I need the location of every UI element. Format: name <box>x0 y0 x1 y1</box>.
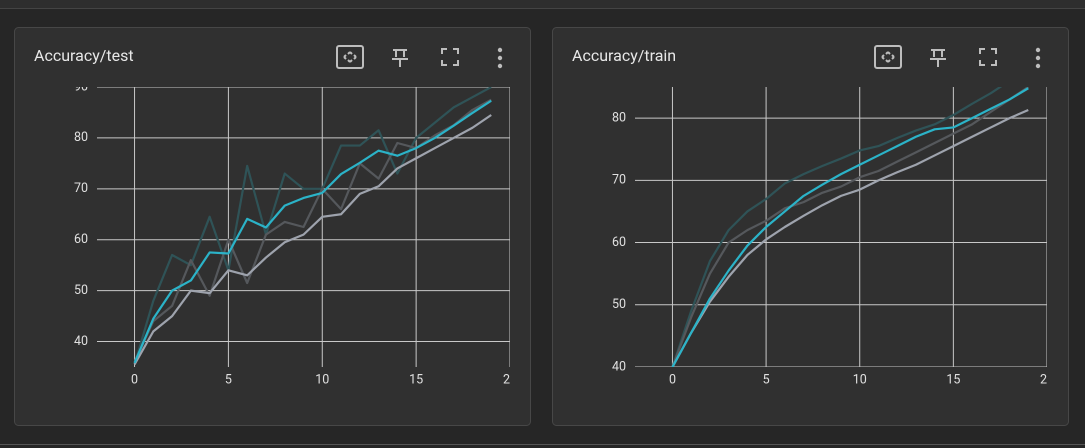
chart-title: Accuracy/train <box>572 46 676 65</box>
x-tick-label: 10 <box>315 372 329 387</box>
fullscreen-button[interactable] <box>441 48 459 66</box>
x-tick-label: 0 <box>131 372 138 387</box>
y-tick-label: 80 <box>74 130 88 145</box>
x-tick-label: 5 <box>225 372 232 387</box>
x-tick-label: 20 <box>503 372 517 387</box>
pin-button[interactable] <box>392 49 408 67</box>
x-tick-label: 15 <box>409 372 423 387</box>
x-tick-label: 0 <box>669 372 676 387</box>
y-tick-label: 40 <box>612 359 626 374</box>
y-tick-label: 60 <box>612 235 626 250</box>
series-line <box>133 87 492 365</box>
plot-area <box>635 87 1047 367</box>
series-line <box>671 87 1003 367</box>
y-tick-label: 70 <box>74 181 88 196</box>
fullscreen-button[interactable] <box>979 48 997 66</box>
fit-domain-button[interactable] <box>336 45 364 69</box>
series-line <box>133 99 492 364</box>
top-bar <box>0 0 1085 8</box>
tick-labels: 40 50 60 70 80 90 0 5 10 15 20 <box>74 79 517 387</box>
card <box>552 27 1069 426</box>
series-line <box>133 98 492 363</box>
more-button[interactable] <box>497 47 503 69</box>
x-tick-label: 5 <box>763 372 770 387</box>
y-tick-label: 40 <box>74 334 88 349</box>
x-tick-label: 10 <box>853 372 867 387</box>
card-toolbar <box>336 45 503 69</box>
x-tick-label: 20 <box>1040 372 1054 387</box>
more-button[interactable] <box>1035 47 1041 69</box>
x-tick-label: 15 <box>946 372 960 387</box>
y-tick-label: 70 <box>612 173 626 188</box>
series-line <box>671 109 1029 367</box>
pin-button[interactable] <box>930 49 946 67</box>
fit-domain-button[interactable] <box>874 45 902 69</box>
card-toolbar <box>874 45 1041 69</box>
card <box>14 27 531 426</box>
y-tick-label: 50 <box>74 283 88 298</box>
chart-title: Accuracy/test <box>34 46 134 65</box>
plot-area <box>97 87 510 367</box>
tick-labels: 40 50 60 70 80 0 5 10 15 20 <box>612 110 1054 387</box>
series-line <box>671 87 1029 367</box>
series-line <box>133 114 492 365</box>
y-tick-label: 90 <box>74 79 88 94</box>
y-tick-label: 80 <box>612 110 626 125</box>
y-tick-label: 60 <box>74 232 88 247</box>
y-tick-label: 50 <box>612 297 626 312</box>
series-line <box>671 87 1029 367</box>
